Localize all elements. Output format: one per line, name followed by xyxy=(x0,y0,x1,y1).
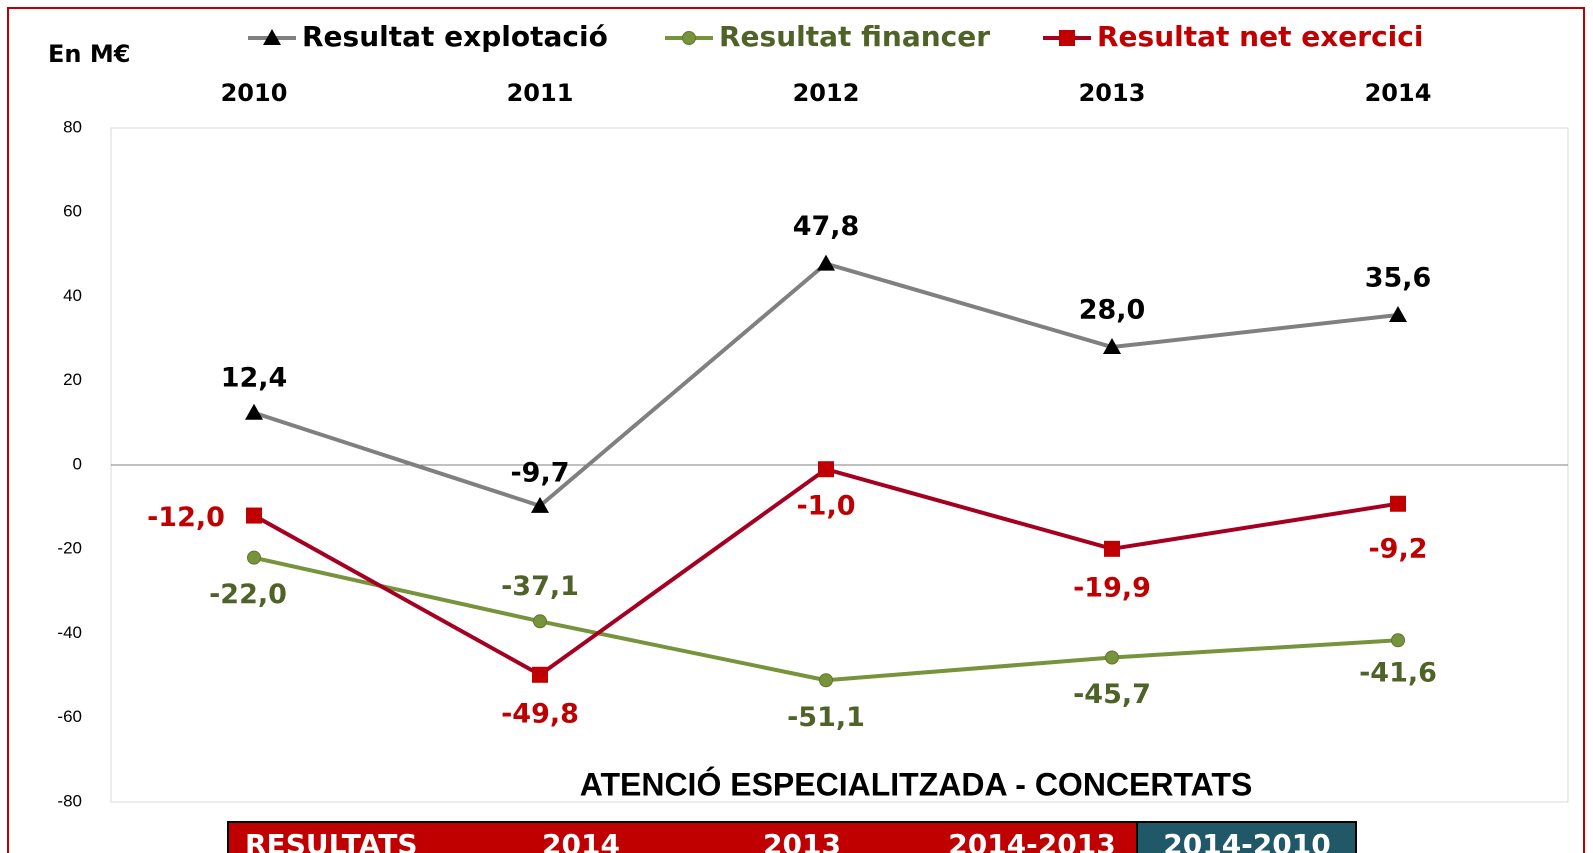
marker xyxy=(818,461,834,478)
y-axis-label: En M€ xyxy=(48,40,130,68)
marker xyxy=(245,403,263,420)
data-label: -19,9 xyxy=(1073,572,1151,603)
y-tick-label: 0 xyxy=(73,454,82,473)
legend-marker xyxy=(1059,30,1075,46)
y-tick-label: 60 xyxy=(63,202,82,221)
legend-label: Resultat explotació xyxy=(302,20,608,53)
data-label: 28,0 xyxy=(1079,295,1146,326)
data-label: -1,0 xyxy=(796,491,855,522)
data-label: 47,8 xyxy=(793,211,860,242)
marker xyxy=(247,550,261,565)
data-label: -49,8 xyxy=(501,698,579,729)
data-label: 35,6 xyxy=(1365,263,1432,294)
legend-label: Resultat financer xyxy=(719,20,990,53)
y-tick-label: -80 xyxy=(57,791,82,810)
table-header-cell: 2014 xyxy=(542,828,620,853)
marker xyxy=(819,673,833,688)
data-label: 12,4 xyxy=(221,362,288,393)
marker xyxy=(817,254,835,271)
table-header-teal xyxy=(1136,821,1357,853)
x-tick-label: 2010 xyxy=(221,79,288,107)
legend-marker xyxy=(682,31,696,45)
y-tick-label: -60 xyxy=(57,707,82,726)
y-tick-label: 80 xyxy=(63,117,82,136)
table-header-red xyxy=(227,821,1138,853)
table-header-cell: 2014-2010 xyxy=(1163,828,1330,853)
y-tick-label: 20 xyxy=(63,370,82,389)
data-label: -22,0 xyxy=(209,579,287,610)
data-label: -9,7 xyxy=(510,457,569,488)
marker xyxy=(1389,306,1407,323)
series-line xyxy=(253,555,1399,683)
data-label: -45,7 xyxy=(1073,679,1151,710)
data-label: -51,1 xyxy=(787,702,865,733)
marker xyxy=(532,666,548,683)
marker xyxy=(1103,338,1121,355)
frame xyxy=(7,7,1585,853)
x-tick-label: 2014 xyxy=(1365,79,1432,107)
marker xyxy=(531,496,549,513)
marker xyxy=(533,614,547,629)
marker xyxy=(246,507,262,524)
data-label: -12,0 xyxy=(147,502,225,533)
x-tick-label: 2012 xyxy=(793,79,860,107)
data-label: -41,6 xyxy=(1359,658,1437,689)
y-tick-label: -20 xyxy=(57,539,82,558)
y-tick-label: -40 xyxy=(57,623,82,642)
chart-title: ATENCIÓ ESPECIALITZADA - CONCERTATS xyxy=(580,766,1253,802)
marker xyxy=(1390,495,1406,512)
data-label: -9,2 xyxy=(1368,533,1427,564)
marker xyxy=(1104,540,1120,557)
legend-label: Resultat net exercici xyxy=(1097,20,1423,53)
data-label: -37,1 xyxy=(501,571,579,602)
y-tick-label: 40 xyxy=(63,286,82,305)
x-tick-label: 2013 xyxy=(1079,79,1146,107)
marker xyxy=(1391,633,1405,648)
table-header-cell: 2013 xyxy=(763,828,841,853)
table-header-cell: 2014-2013 xyxy=(948,828,1115,853)
legend-marker xyxy=(263,29,281,45)
table-header-cell: RESULTATS xyxy=(245,828,417,853)
marker xyxy=(1105,650,1119,665)
x-tick-label: 2011 xyxy=(507,79,574,107)
